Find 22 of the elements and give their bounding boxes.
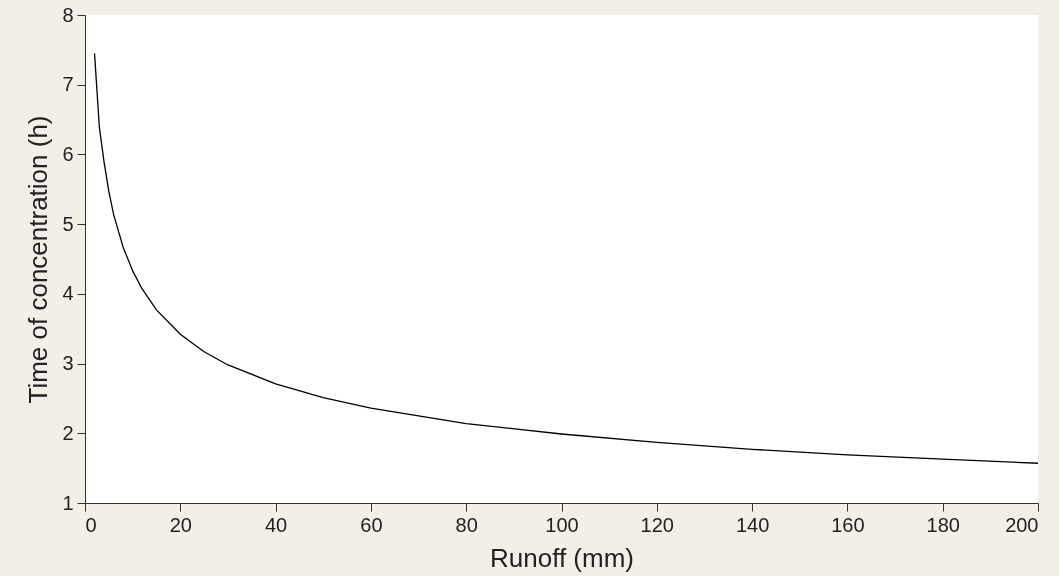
y-tick-label: 2 (62, 421, 74, 444)
x-tick-label: 100 (545, 513, 579, 536)
x-tick-label: 140 (735, 513, 770, 536)
y-axis-title: Time of concentration (h) (23, 115, 54, 404)
y-tick-label: 5 (62, 212, 74, 235)
x-tick-label: 160 (831, 513, 865, 536)
y-tick-label: 3 (62, 352, 74, 375)
x-tick-label: 80 (455, 513, 478, 536)
line-series (93, 52, 1039, 464)
x-tick-label: 20 (169, 513, 192, 536)
y-tick-label: 4 (62, 282, 74, 305)
x-axis-title: Runoff (mm) (490, 542, 634, 573)
y-tick-label: 1 (62, 491, 74, 514)
x-tick-label: 200 (1005, 513, 1039, 536)
y-tick-label: 8 (62, 3, 74, 26)
y-tick-label: 6 (62, 142, 74, 165)
x-tick-label: 60 (360, 513, 383, 536)
x-tick-label: 120 (640, 513, 674, 536)
x-tick-label: 180 (926, 513, 960, 536)
y-tick-label: 7 (62, 73, 74, 96)
x-tick-label: 40 (264, 513, 288, 536)
x-tick-label: 0 (85, 513, 97, 536)
